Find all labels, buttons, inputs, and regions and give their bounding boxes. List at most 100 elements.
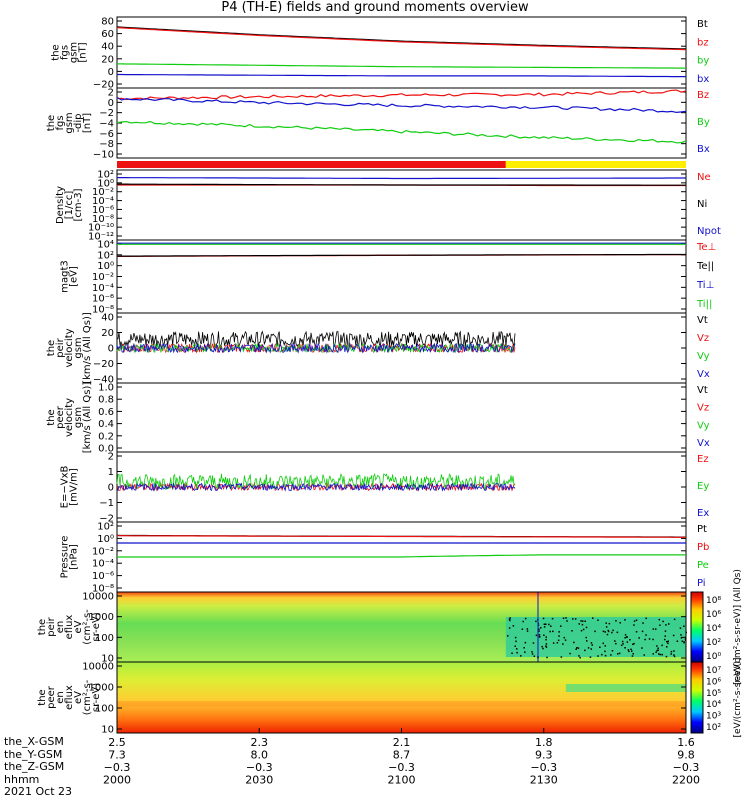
spectrogram-speck bbox=[597, 619, 599, 621]
spectrogram-speck bbox=[658, 653, 660, 655]
colorbar-tick: 10⁴ bbox=[706, 700, 721, 710]
spectrogram-speck bbox=[665, 624, 667, 626]
ytick-label: 10⁰ bbox=[97, 178, 114, 189]
spectrogram-speck bbox=[564, 639, 567, 641]
ylabel-line: peer bbox=[55, 405, 66, 429]
spectrogram-speck bbox=[543, 634, 545, 636]
spectrogram-speck bbox=[604, 645, 606, 647]
xtick-xgsm: 1.8 bbox=[535, 736, 553, 749]
spectrogram-speck bbox=[635, 631, 638, 633]
spectrogram-speck bbox=[633, 624, 635, 626]
spectrogram-speck bbox=[594, 630, 596, 633]
ytick-label: 10⁻² bbox=[92, 546, 114, 557]
legend-item: Ex bbox=[697, 508, 709, 519]
spectrogram-speck bbox=[573, 641, 575, 644]
legend-item: Vt bbox=[697, 385, 708, 396]
xtick-ygsm: 9.8 bbox=[677, 749, 695, 762]
panel-ylabel: Pressure[nPa] bbox=[60, 536, 80, 579]
ytick-label: 10000 bbox=[82, 662, 114, 673]
xtick-ygsm: 9.3 bbox=[535, 749, 553, 762]
series-by-line bbox=[116, 120, 687, 144]
ytick-label: 100 bbox=[95, 704, 114, 715]
spectrogram-speck bbox=[511, 652, 513, 654]
ytick-label: 10⁻⁶ bbox=[92, 571, 114, 582]
legend-item: Vz bbox=[697, 403, 709, 414]
spectrogram-speck bbox=[575, 648, 577, 650]
ytick-label: 10000 bbox=[82, 592, 114, 603]
spectrogram-speck bbox=[608, 622, 611, 625]
spectrogram-speck bbox=[632, 653, 634, 655]
xtick-zgsm: −0.3 bbox=[530, 761, 557, 774]
ylabel-line: [nT] bbox=[82, 113, 93, 133]
hhmm-row-label: hhmm bbox=[4, 772, 40, 786]
ytick-label: −6 bbox=[99, 129, 114, 140]
spectrogram-speck bbox=[620, 644, 623, 647]
spectrogram-speck bbox=[576, 647, 578, 649]
ylabel-line: Density bbox=[55, 186, 66, 224]
spectrogram-speck bbox=[672, 634, 675, 637]
legend-item: Vt bbox=[697, 315, 708, 326]
spectrogram-speck bbox=[541, 645, 543, 648]
colorbar-tick: 10³ bbox=[706, 712, 721, 722]
panel-ylabel: magt3[eV] bbox=[60, 260, 80, 293]
spectrogram-speck bbox=[666, 641, 668, 643]
ylabel-line: fgs bbox=[60, 45, 71, 60]
ylabel-line: eflux bbox=[64, 685, 75, 710]
ylabel-line: sr-eV) bbox=[91, 612, 102, 641]
spectrogram-speck bbox=[602, 630, 605, 633]
spectrogram-speck bbox=[607, 629, 609, 632]
legend-item: bx bbox=[697, 74, 709, 85]
spectrogram-speck bbox=[546, 656, 548, 659]
spectrogram-speck bbox=[670, 650, 673, 653]
spectrogram-speck bbox=[633, 620, 636, 622]
ytick-label: 0 bbox=[108, 67, 114, 78]
ytick-label: 10⁻¹⁰ bbox=[88, 223, 114, 234]
ylabel-line: -dip bbox=[73, 113, 84, 132]
spectrogram-speck bbox=[545, 636, 547, 638]
spectrogram-speck bbox=[545, 646, 548, 648]
spectrogram-speck bbox=[533, 655, 536, 657]
series-vx-line bbox=[116, 342, 516, 354]
spectrogram-speck bbox=[652, 628, 655, 630]
legend-item: Bt bbox=[697, 19, 708, 30]
spectrogram-speck bbox=[580, 629, 583, 632]
xtick-xgsm: 2.1 bbox=[393, 736, 411, 749]
spectrogram-speck bbox=[584, 649, 586, 652]
ytick-label: 20 bbox=[101, 328, 114, 339]
ytick-label: 2 bbox=[108, 88, 114, 99]
ylabel-line: [1/cc] bbox=[64, 191, 75, 220]
spectrogram-speck bbox=[580, 620, 582, 622]
spectrogram-speck bbox=[565, 617, 567, 619]
spectrogram-speck bbox=[659, 653, 662, 656]
spectrogram-speck bbox=[644, 638, 646, 641]
spectrogram-speck bbox=[661, 653, 663, 656]
spectrogram-speck bbox=[535, 620, 537, 623]
colorbar-gradient bbox=[690, 591, 704, 663]
panel-ylabel: Density[1/cc][cm-3] bbox=[55, 186, 84, 224]
series-by-line bbox=[117, 63, 686, 69]
ytick-label: 10⁰ bbox=[97, 261, 114, 272]
series-bz-line bbox=[116, 27, 687, 51]
spectrogram-speck bbox=[625, 636, 628, 638]
ylabel-line: [km/s (All Qs)] bbox=[82, 312, 93, 384]
spectrogram-speck bbox=[616, 631, 619, 634]
spectrogram-speck bbox=[670, 653, 672, 655]
ylabel-line: [nPa] bbox=[69, 544, 80, 570]
spectrogram-speck bbox=[667, 640, 669, 642]
spectrogram-speck bbox=[631, 650, 633, 652]
legend-item: Bx bbox=[697, 144, 710, 155]
spectrogram-speck bbox=[538, 634, 541, 636]
spectrogram-speck bbox=[540, 627, 542, 629]
xtick-xgsm: 1.6 bbox=[677, 736, 695, 749]
legend-item: Bz bbox=[697, 90, 709, 101]
ytick-label: −2 bbox=[99, 108, 114, 119]
ylabel-line: peir bbox=[46, 616, 57, 636]
mode-bar-yellow bbox=[505, 161, 686, 168]
ytick-label: 10 bbox=[101, 725, 114, 736]
ytick-label: 10⁰ bbox=[97, 534, 114, 545]
ylabel-line: the bbox=[37, 689, 48, 705]
